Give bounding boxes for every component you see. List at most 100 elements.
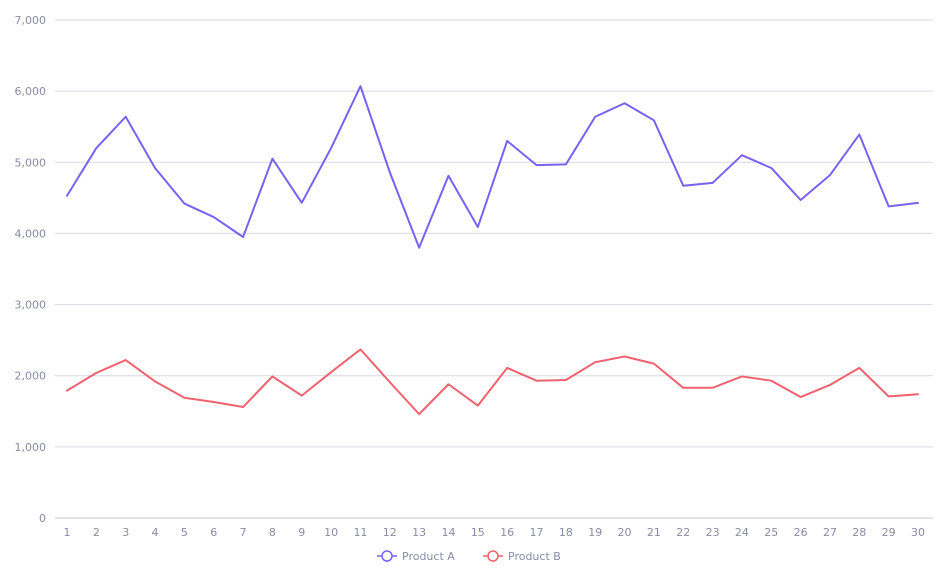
x-tick-label: 27 bbox=[823, 526, 837, 539]
data-point[interactable] bbox=[798, 394, 804, 400]
data-point[interactable] bbox=[64, 388, 70, 394]
data-point[interactable] bbox=[93, 145, 99, 151]
x-tick-label: 26 bbox=[794, 526, 808, 539]
data-point[interactable] bbox=[504, 365, 510, 371]
data-point[interactable] bbox=[710, 385, 716, 391]
x-tick-label: 8 bbox=[269, 526, 276, 539]
y-axis: 0 1,000 2,000 3,000 4,000 5,000 6,000 7,000 bbox=[15, 14, 47, 525]
x-axis: 1 2 3 4 5 6 7 8 9 10 11 12 13 14 15 16 17 18 19 20 21 22 23 24 2… bbox=[64, 526, 926, 539]
data-point[interactable] bbox=[534, 378, 540, 384]
data-point[interactable] bbox=[445, 173, 451, 179]
y-tick-label: 3,000 bbox=[15, 299, 47, 312]
data-point[interactable] bbox=[416, 411, 422, 417]
data-point[interactable] bbox=[328, 369, 334, 375]
data-point[interactable] bbox=[622, 100, 628, 106]
data-point[interactable] bbox=[886, 203, 892, 209]
data-point[interactable] bbox=[416, 245, 422, 251]
data-point[interactable] bbox=[269, 156, 275, 162]
data-point[interactable] bbox=[592, 114, 598, 120]
y-tick-label: 4,000 bbox=[15, 227, 47, 240]
series-2 bbox=[64, 346, 921, 417]
data-point[interactable] bbox=[211, 214, 217, 220]
data-point[interactable] bbox=[710, 180, 716, 186]
data-point[interactable] bbox=[269, 373, 275, 379]
data-point[interactable] bbox=[651, 117, 657, 123]
x-tick-label: 15 bbox=[471, 526, 485, 539]
data-point[interactable] bbox=[680, 183, 686, 189]
y-tick-label: 6,000 bbox=[15, 85, 47, 98]
data-point[interactable] bbox=[827, 382, 833, 388]
data-point[interactable] bbox=[211, 399, 217, 405]
x-tick-label: 21 bbox=[647, 526, 661, 539]
data-point[interactable] bbox=[739, 373, 745, 379]
legend-item-2[interactable]: Product B bbox=[483, 550, 561, 563]
x-tick-label: 7 bbox=[240, 526, 247, 539]
data-point[interactable] bbox=[64, 193, 70, 199]
data-point[interactable] bbox=[827, 172, 833, 178]
data-point[interactable] bbox=[563, 377, 569, 383]
series-line bbox=[66, 348, 919, 416]
y-tick-label: 2,000 bbox=[15, 370, 47, 383]
data-point[interactable] bbox=[739, 152, 745, 158]
data-point[interactable] bbox=[563, 161, 569, 167]
data-point[interactable] bbox=[534, 162, 540, 168]
data-point[interactable] bbox=[856, 365, 862, 371]
legend-marker-icon bbox=[487, 550, 499, 562]
data-point[interactable] bbox=[475, 224, 481, 230]
x-tick-label: 13 bbox=[412, 526, 426, 539]
data-point[interactable] bbox=[240, 234, 246, 240]
series-1 bbox=[64, 83, 921, 251]
data-point[interactable] bbox=[504, 138, 510, 144]
y-tick-label: 5,000 bbox=[15, 156, 47, 169]
data-point[interactable] bbox=[387, 379, 393, 385]
x-tick-label: 30 bbox=[911, 526, 925, 539]
x-tick-label: 29 bbox=[882, 526, 896, 539]
data-point[interactable] bbox=[299, 200, 305, 206]
x-tick-label: 22 bbox=[676, 526, 690, 539]
data-point[interactable] bbox=[152, 378, 158, 384]
data-point[interactable] bbox=[768, 165, 774, 171]
x-tick-label: 11 bbox=[353, 526, 367, 539]
x-tick-label: 16 bbox=[500, 526, 514, 539]
x-tick-label: 6 bbox=[210, 526, 217, 539]
data-point[interactable] bbox=[622, 354, 628, 360]
data-point[interactable] bbox=[123, 357, 129, 363]
y-tick-label: 0 bbox=[39, 512, 46, 525]
x-tick-label: 12 bbox=[383, 526, 397, 539]
data-point[interactable] bbox=[475, 403, 481, 409]
data-point[interactable] bbox=[915, 391, 921, 397]
data-point[interactable] bbox=[915, 200, 921, 206]
x-tick-label: 3 bbox=[122, 526, 129, 539]
data-point[interactable] bbox=[651, 361, 657, 367]
data-point[interactable] bbox=[856, 132, 862, 138]
x-tick-label: 17 bbox=[530, 526, 544, 539]
series-line bbox=[66, 85, 919, 249]
data-point[interactable] bbox=[181, 395, 187, 401]
data-point[interactable] bbox=[886, 393, 892, 399]
data-point[interactable] bbox=[680, 385, 686, 391]
data-point[interactable] bbox=[357, 83, 363, 89]
x-tick-label: 14 bbox=[441, 526, 455, 539]
data-point[interactable] bbox=[798, 197, 804, 203]
data-point[interactable] bbox=[240, 404, 246, 410]
y-tick-label: 7,000 bbox=[15, 14, 47, 27]
x-tick-label: 5 bbox=[181, 526, 188, 539]
data-point[interactable] bbox=[445, 381, 451, 387]
x-tick-label: 2 bbox=[93, 526, 100, 539]
x-tick-label: 4 bbox=[152, 526, 159, 539]
data-point[interactable] bbox=[768, 378, 774, 384]
legend: Product A Product B bbox=[377, 550, 561, 563]
data-point[interactable] bbox=[93, 370, 99, 376]
x-tick-label: 20 bbox=[618, 526, 632, 539]
data-point[interactable] bbox=[387, 169, 393, 175]
data-point[interactable] bbox=[592, 359, 598, 365]
data-point[interactable] bbox=[152, 165, 158, 171]
legend-item-1[interactable]: Product A bbox=[377, 550, 455, 563]
data-point[interactable] bbox=[328, 145, 334, 151]
data-point[interactable] bbox=[181, 201, 187, 207]
data-point[interactable] bbox=[357, 346, 363, 352]
x-tick-label: 10 bbox=[324, 526, 338, 539]
data-point[interactable] bbox=[123, 114, 129, 120]
data-point[interactable] bbox=[299, 393, 305, 399]
